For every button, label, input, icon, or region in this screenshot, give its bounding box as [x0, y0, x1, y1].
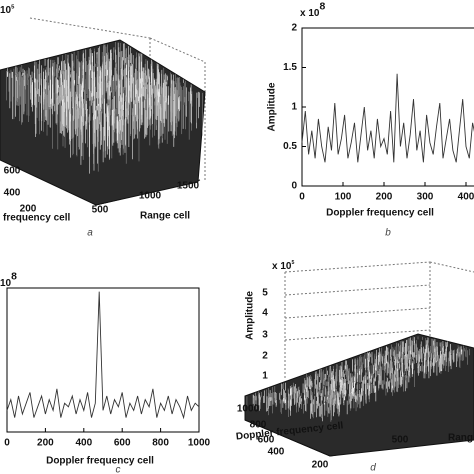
- tick-label: 500: [392, 435, 409, 446]
- exponent-label: x 108: [300, 1, 325, 18]
- series-line: [6, 291, 200, 420]
- tick-label: 400: [4, 188, 21, 199]
- caption: b: [385, 228, 391, 239]
- plot-frame: [6, 287, 200, 433]
- tick-label: 1500: [177, 181, 200, 192]
- tick-label: 2: [262, 351, 268, 362]
- axis-label: Amplitude: [245, 291, 256, 340]
- tick-label: 200: [20, 204, 37, 215]
- x-axis-label: Doppler frequency cell: [326, 208, 434, 219]
- x-tick-label: 300: [417, 192, 434, 203]
- x-tick-label: 0: [299, 192, 305, 203]
- exponent-power: 8: [11, 271, 17, 282]
- exponent-power: 5: [291, 260, 294, 266]
- axis-label: Range cell: [140, 211, 190, 222]
- exponent-label: x 105: [272, 260, 294, 271]
- tick-label: 5: [262, 288, 268, 299]
- y-tick-label: 0.5: [283, 141, 297, 152]
- caption: d: [370, 463, 376, 474]
- x-tick-label: 400: [458, 192, 474, 203]
- x-tick-label: 400: [75, 438, 92, 449]
- y-tick-label: 0: [291, 181, 297, 192]
- exponent-base: x 10: [300, 8, 320, 19]
- exponent-power: 5: [11, 4, 15, 10]
- y-tick-label: 1: [291, 102, 297, 113]
- caption: a: [87, 228, 93, 239]
- x-tick-label: 200: [376, 192, 393, 203]
- x-tick-label: 200: [37, 438, 54, 449]
- exponent-label: 108: [0, 271, 17, 288]
- tick-label: 600: [258, 435, 275, 446]
- exponent-base: x 10: [272, 261, 292, 272]
- tick-label: 1000: [139, 191, 162, 202]
- tick-label: 3: [262, 330, 268, 341]
- exponent-base: 10: [0, 278, 12, 289]
- x-tick-label: 800: [152, 438, 169, 449]
- exponent-base: 10: [0, 5, 12, 16]
- series-line: [301, 73, 474, 163]
- x-tick-label: 0: [4, 438, 10, 449]
- y-axis-label: Amplitude: [267, 82, 278, 131]
- y-tick-label: 1.5: [283, 62, 297, 73]
- panel-d-box: [284, 261, 474, 378]
- axis-label: frequency cell: [3, 213, 70, 224]
- surface: [0, 39, 206, 206]
- exponent-label: 105: [0, 4, 15, 16]
- tick-label: 200: [312, 460, 329, 471]
- x-tick-label: 100: [335, 192, 352, 203]
- tick-label: 1000: [237, 404, 260, 415]
- caption: c: [116, 465, 121, 474]
- tick-label: 500: [92, 205, 109, 216]
- y-tick-label: 2: [291, 23, 297, 34]
- tick-label: 4: [262, 308, 268, 319]
- x-axis-label: Doppler frequency cell: [46, 456, 154, 467]
- x-tick-label: 1000: [188, 438, 211, 449]
- tick-label: 600: [4, 166, 21, 177]
- axis-label: Range: [448, 433, 474, 444]
- tick-label: 400: [268, 447, 285, 458]
- exponent-power: 8: [319, 1, 325, 12]
- x-tick-label: 600: [114, 438, 131, 449]
- tick-label: 800: [250, 420, 267, 431]
- tick-label: 1: [262, 371, 268, 382]
